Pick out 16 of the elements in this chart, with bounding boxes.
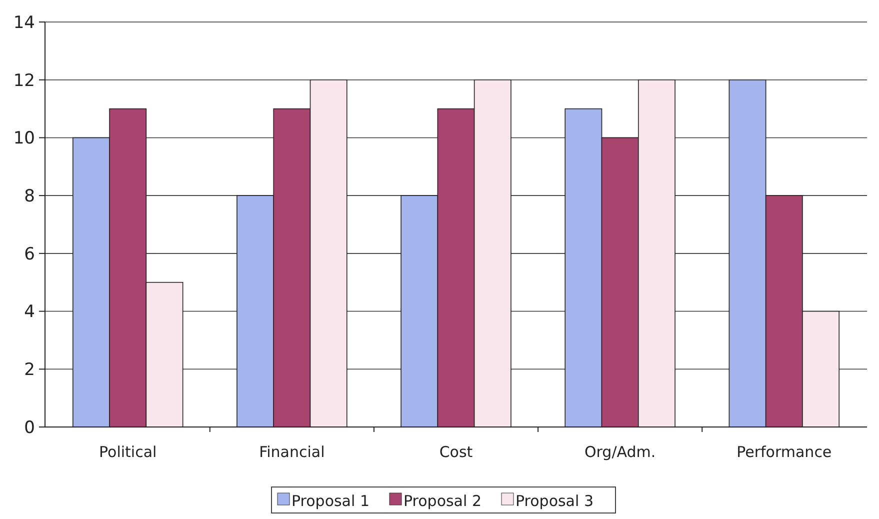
x-tick-label: Financial <box>259 443 325 461</box>
legend-label: Proposal 2 <box>404 492 482 510</box>
legend-label: Proposal 3 <box>516 492 594 510</box>
y-tick-label: 8 <box>24 186 35 207</box>
y-tick-label: 12 <box>13 70 35 91</box>
y-tick-label: 6 <box>24 244 35 264</box>
y-tick-label: 10 <box>13 128 35 149</box>
x-tick-label: Political <box>99 443 157 461</box>
y-tick-label: 14 <box>13 12 35 33</box>
y-tick-label: 2 <box>24 360 35 380</box>
x-tick-label: Cost <box>439 443 473 461</box>
y-tick-label: 4 <box>24 302 35 322</box>
y-tick-label: 0 <box>24 418 35 438</box>
legend-label: Proposal 1 <box>292 492 370 510</box>
x-tick-label: Org/Adm. <box>584 443 656 461</box>
x-tick-label: Performance <box>736 443 832 461</box>
